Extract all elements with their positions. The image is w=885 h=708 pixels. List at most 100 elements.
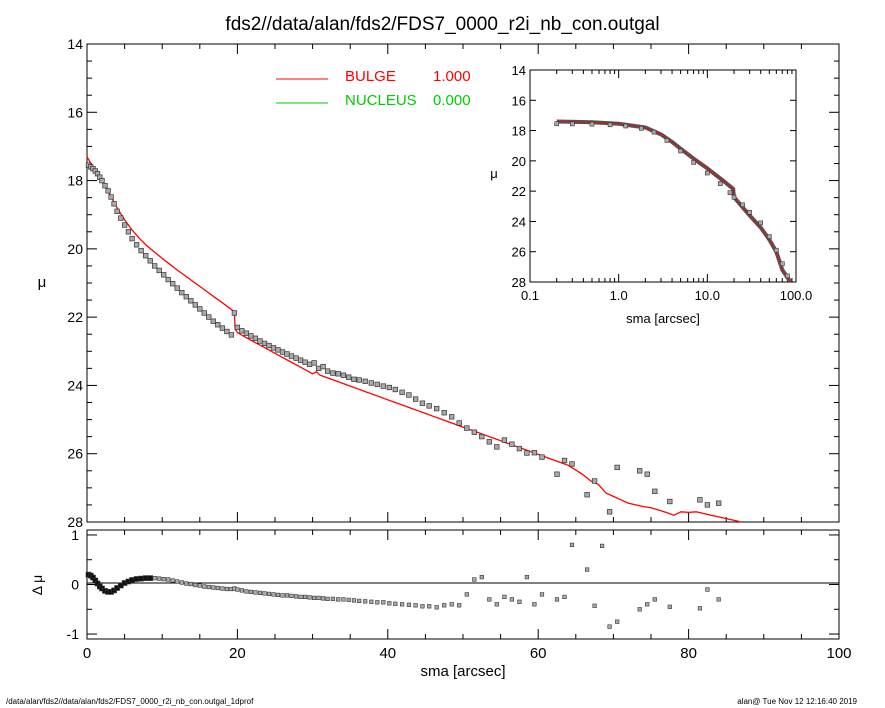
main-data-point [449,414,455,420]
residual-data-point [502,594,507,599]
main-data-point [197,306,203,312]
main-data-point [311,360,317,366]
residual-data-point [284,593,290,598]
main-data-point [179,289,185,296]
residual-data-point [697,606,702,611]
main-data-point [637,468,643,474]
residual-data-point [293,594,299,599]
main-data-point [183,294,189,300]
residual-data-point [464,592,469,597]
inset-data-point [554,121,560,127]
inset-data-point [678,148,683,154]
main-data-point [279,349,286,355]
residual-data-point [652,597,657,602]
residual-data-point [539,592,545,597]
main-data-point [118,215,124,221]
main-data-point [266,342,272,349]
main-y-tick-label: 18 [67,173,83,189]
main-data-point [302,359,308,365]
main-y-tick-label: 22 [67,309,83,325]
residual-data-point [434,605,439,610]
inset-data-point [623,123,629,129]
main-data-point [704,502,711,508]
residual-data-point [184,581,189,586]
main-data-point [569,461,575,467]
main-data-point [111,201,117,207]
main-data-point [554,471,560,477]
residual-data-point [311,595,317,600]
main-data-point [374,381,380,388]
main-data-point [306,361,313,367]
residual-data-point [211,585,216,590]
main-y-tick-label: 26 [67,446,83,462]
main-data-point [531,450,538,456]
main-data-point [261,340,268,347]
main-data-point [248,333,254,339]
main-data-point [170,281,176,287]
footer-file-path: /data/alan/fds2//data/alan/fds2/FDS7_000… [6,697,254,706]
residual-data-point [244,589,249,594]
inset-data-point [607,122,613,128]
residual-data-point [147,575,153,581]
main-data-point [479,433,485,440]
main-data-point [156,267,162,274]
inset-y-tick-label: 20 [512,154,526,169]
footer-user-timestamp: alan@ Tue Nov 12 12:16:40 2019 [737,697,857,706]
residual-data-point [346,597,351,602]
residual-y-ticks: -1 0 1 [67,527,839,642]
residual-data-point [175,579,180,584]
residual-data-point [487,597,492,602]
residual-data-point [193,582,198,588]
inset-x-tick-label: 1.0 [610,288,628,303]
inset-data-point [691,160,696,165]
inset-y-axis-label: μ [490,166,498,181]
main-data-point [297,357,304,363]
residual-data-point [667,604,672,609]
main-data-point [320,363,326,370]
bulge-model-curve [86,156,742,523]
main-data-point [441,410,447,416]
main-data-point [219,325,226,331]
main-data-point [105,188,111,194]
inset-y-tick-label: 24 [512,214,526,229]
main-y-tick-label: 16 [67,104,83,120]
residual-data-point [479,574,484,580]
main-data-point [270,345,277,351]
main-data-point [456,420,462,426]
main-data-point [275,347,281,353]
main-data-point [206,314,212,320]
residual-data-point [266,591,272,596]
main-data-point [231,310,238,316]
residual-data-point [584,567,590,572]
main-y-axis-label: μ [38,274,47,291]
legend: BULGE 1.000 NUCLEUS 0.000 [276,68,471,109]
residual-x-tick-label: 80 [680,645,697,662]
main-data-point [591,478,598,484]
inset-y-ticks: 14 16 18 20 22 24 26 28 [512,63,796,290]
main-data-point [406,392,412,398]
residual-data-point [320,596,326,601]
residual-data-point [239,588,245,593]
inset-data-point [664,138,670,143]
main-data-point [293,355,299,361]
residual-data-point [442,603,447,608]
main-data-point [201,310,207,316]
main-data-point [161,272,167,278]
main-data-point [368,380,374,386]
inset-x-tick-label: 100.0 [780,288,813,303]
main-data-point [129,235,135,242]
residual-data-point [517,599,522,604]
main-data-point [121,222,128,228]
main-data-point [215,322,221,328]
main-data-point [644,471,650,477]
residual-data-point [637,607,642,612]
main-data-point [147,258,153,264]
main-data-point [486,439,492,445]
main-data-point [716,500,722,506]
inset-y-tick-label: 26 [512,245,526,260]
main-data-point [239,328,245,334]
inset-data-point [779,261,785,267]
residual-data-point [336,597,341,602]
main-data-point [494,444,500,450]
